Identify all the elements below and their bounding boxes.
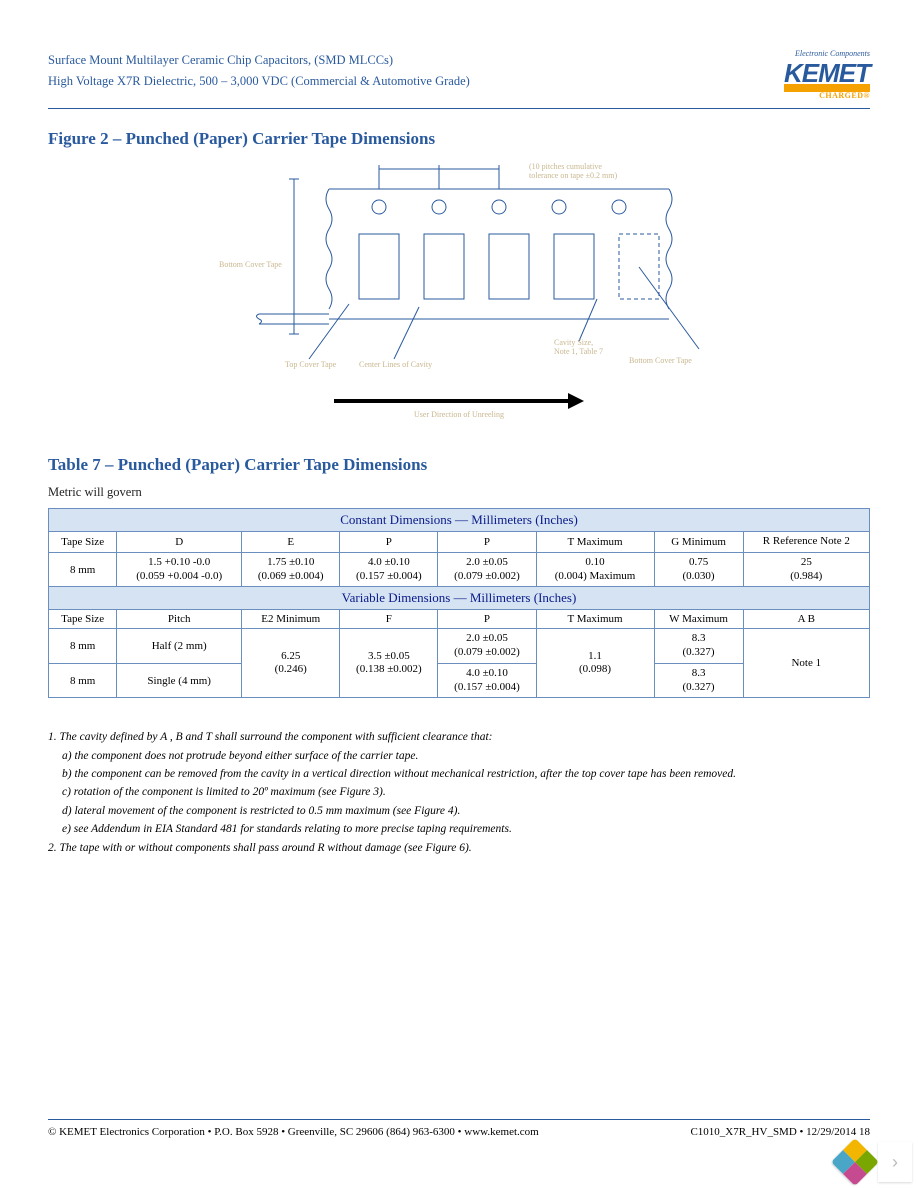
cell-e: 1.75 ±0.10(0.069 ±0.004) [242,552,340,587]
constant-row: 8 mm 1.5 +0.10 -0.0(0.059 +0.004 -0.0) 1… [49,552,870,587]
note-2: 2. The tape with or without components s… [48,839,870,857]
logo-tagline: Electronic Components [784,50,870,58]
col-e: E [242,532,340,553]
note-1d: d) lateral movement of the component is … [62,802,870,820]
vcol-p1: P [438,610,536,629]
header-text: Surface Mount Multilayer Ceramic Chip Ca… [48,50,470,93]
label-bottom-cover: Bottom Cover Tape [629,356,692,365]
header-line2: High Voltage X7R Dielectric, 500 – 3,000… [48,71,470,92]
kemet-logo: Electronic Components KEMET CHARGED® [784,50,870,100]
logo-subtext: CHARGED® [784,92,870,100]
col-g: G Minimum [654,532,743,553]
dimensions-table: Constant Dimensions — Millimeters (Inche… [48,508,870,698]
vcol-e2: E2 Minimum [242,610,340,629]
page-header: Surface Mount Multilayer Ceramic Chip Ca… [48,50,870,109]
note-1e: e) see Addendum in EIA Standard 481 for … [62,820,870,838]
logo-bar [784,84,870,92]
note-1: 1. The cavity defined by A , B and T sha… [48,728,870,746]
constant-band: Constant Dimensions — Millimeters (Inche… [49,509,870,532]
col-d: D [117,532,242,553]
direction-label: User Direction of Unreeling [48,410,870,419]
cell-ab: Note 1 [743,629,869,698]
col-tape: Tape Size [49,532,117,553]
col-p0: P [340,532,438,553]
cell-g: 0.75(0.030) [654,552,743,587]
pager: › [838,1142,912,1182]
next-page-button[interactable]: › [878,1142,912,1182]
header-line1: Surface Mount Multilayer Ceramic Chip Ca… [48,50,470,71]
col-p2: P [438,532,536,553]
label-cavity-size: Cavity Size, [554,338,593,347]
vcol-ab: A B [743,610,869,629]
table-title: Table 7 – Punched (Paper) Carrier Tape D… [48,455,870,475]
footer-right: C1010_X7R_HV_SMD • 12/29/2014 18 [690,1126,870,1138]
note-1b: b) the component can be removed from the… [62,765,870,783]
cell-f: 3.5 ±0.05(0.138 ±0.002) [340,629,438,698]
cell-r: 25(0.984) [743,552,869,587]
vcol-t1: T Maximum [536,610,654,629]
figure-diagram: (10 pitches cumulative tolerance on tape… [48,159,870,419]
page-footer: © KEMET Electronics Corporation • P.O. B… [48,1119,870,1138]
variable-band: Variable Dimensions — Millimeters (Inche… [49,587,870,610]
svg-text:Note 1, Table 7: Note 1, Table 7 [554,347,603,356]
vcol-f: F [340,610,438,629]
cell-tape: 8 mm [49,552,117,587]
vcol-pitch: Pitch [117,610,242,629]
logo-wordmark: KEMET [784,58,870,92]
note-1c: c) rotation of the component is limited … [62,783,870,801]
cell-d: 1.5 +0.10 -0.0(0.059 +0.004 -0.0) [117,552,242,587]
label-center-lines: Center Lines of Cavity [359,360,432,369]
carrier-tape-svg: (10 pitches cumulative tolerance on tape… [199,159,719,379]
cell-e2: 6.25(0.246) [242,629,340,698]
table-subcaption: Metric will govern [48,485,870,500]
label-top-cover: Top Cover Tape [285,360,337,369]
direction-arrow [334,396,584,406]
svg-text:tolerance on tape ±0.2 mm): tolerance on tape ±0.2 mm) [529,171,617,180]
label-bottom-cover-left: Bottom Cover Tape [219,260,282,269]
footnotes: 1. The cavity defined by A , B and T sha… [48,728,870,857]
cell-p2: 2.0 ±0.05(0.079 ±0.002) [438,552,536,587]
pager-swatch-icon [831,1138,879,1186]
figure-title: Figure 2 – Punched (Paper) Carrier Tape … [48,129,870,149]
col-r: R Reference Note 2 [743,532,869,553]
cell-t: 0.10(0.004) Maximum [536,552,654,587]
label-tolerance: (10 pitches cumulative [529,162,602,171]
cell-p0: 4.0 ±0.10(0.157 ±0.004) [340,552,438,587]
vcol-tape: Tape Size [49,610,117,629]
cell-t1: 1.1(0.098) [536,629,654,698]
footer-left: © KEMET Electronics Corporation • P.O. B… [48,1126,539,1138]
col-t: T Maximum [536,532,654,553]
note-1a: a) the component does not protrude beyon… [62,747,870,765]
variable-row-1: 8 mm Half (2 mm) 6.25(0.246) 3.5 ±0.05(0… [49,629,870,664]
vcol-w: W Maximum [654,610,743,629]
